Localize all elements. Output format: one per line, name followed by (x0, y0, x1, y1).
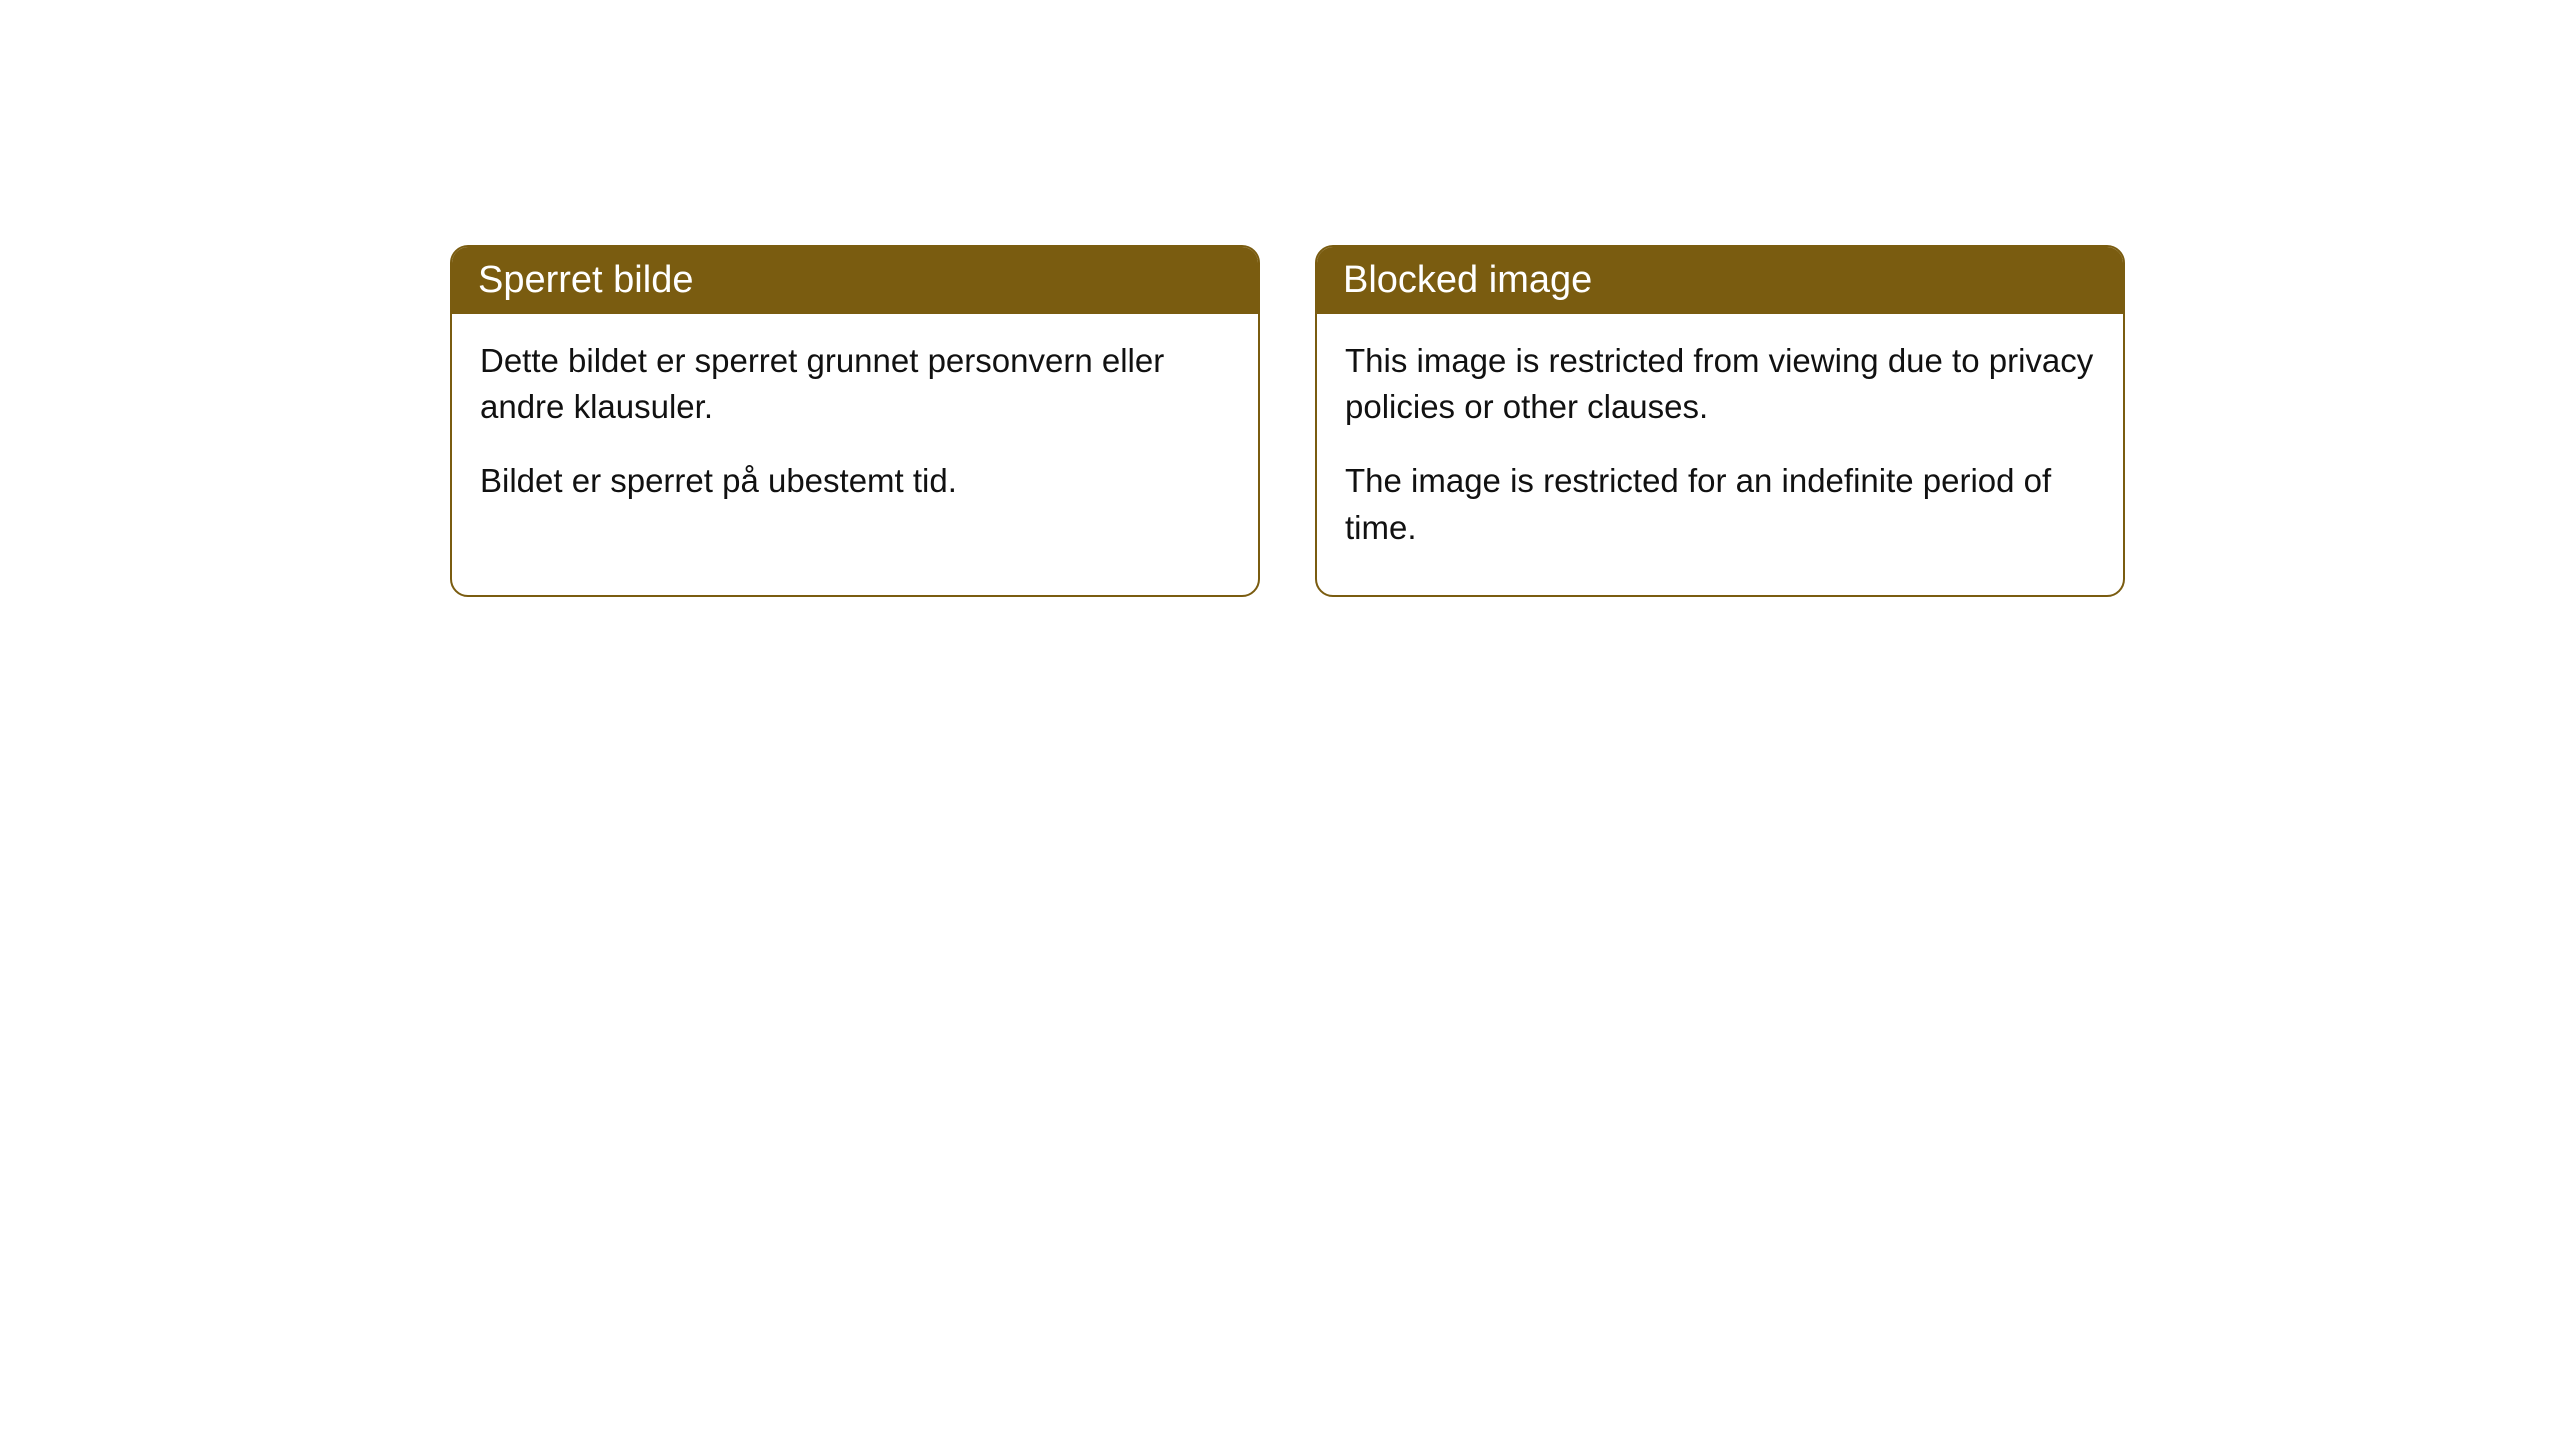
blocked-image-card-en: Blocked image This image is restricted f… (1315, 245, 2125, 597)
card-header: Sperret bilde (452, 247, 1258, 314)
card-title: Blocked image (1343, 259, 1592, 301)
notice-cards-container: Sperret bilde Dette bildet er sperret gr… (450, 245, 2125, 597)
card-paragraph: This image is restricted from viewing du… (1345, 338, 2095, 430)
card-body: This image is restricted from viewing du… (1317, 314, 2123, 595)
card-paragraph: Dette bildet er sperret grunnet personve… (480, 338, 1230, 430)
card-header: Blocked image (1317, 247, 2123, 314)
card-paragraph: Bildet er sperret på ubestemt tid. (480, 458, 1230, 504)
card-body: Dette bildet er sperret grunnet personve… (452, 314, 1258, 549)
card-paragraph: The image is restricted for an indefinit… (1345, 458, 2095, 550)
blocked-image-card-no: Sperret bilde Dette bildet er sperret gr… (450, 245, 1260, 597)
card-title: Sperret bilde (478, 259, 693, 301)
